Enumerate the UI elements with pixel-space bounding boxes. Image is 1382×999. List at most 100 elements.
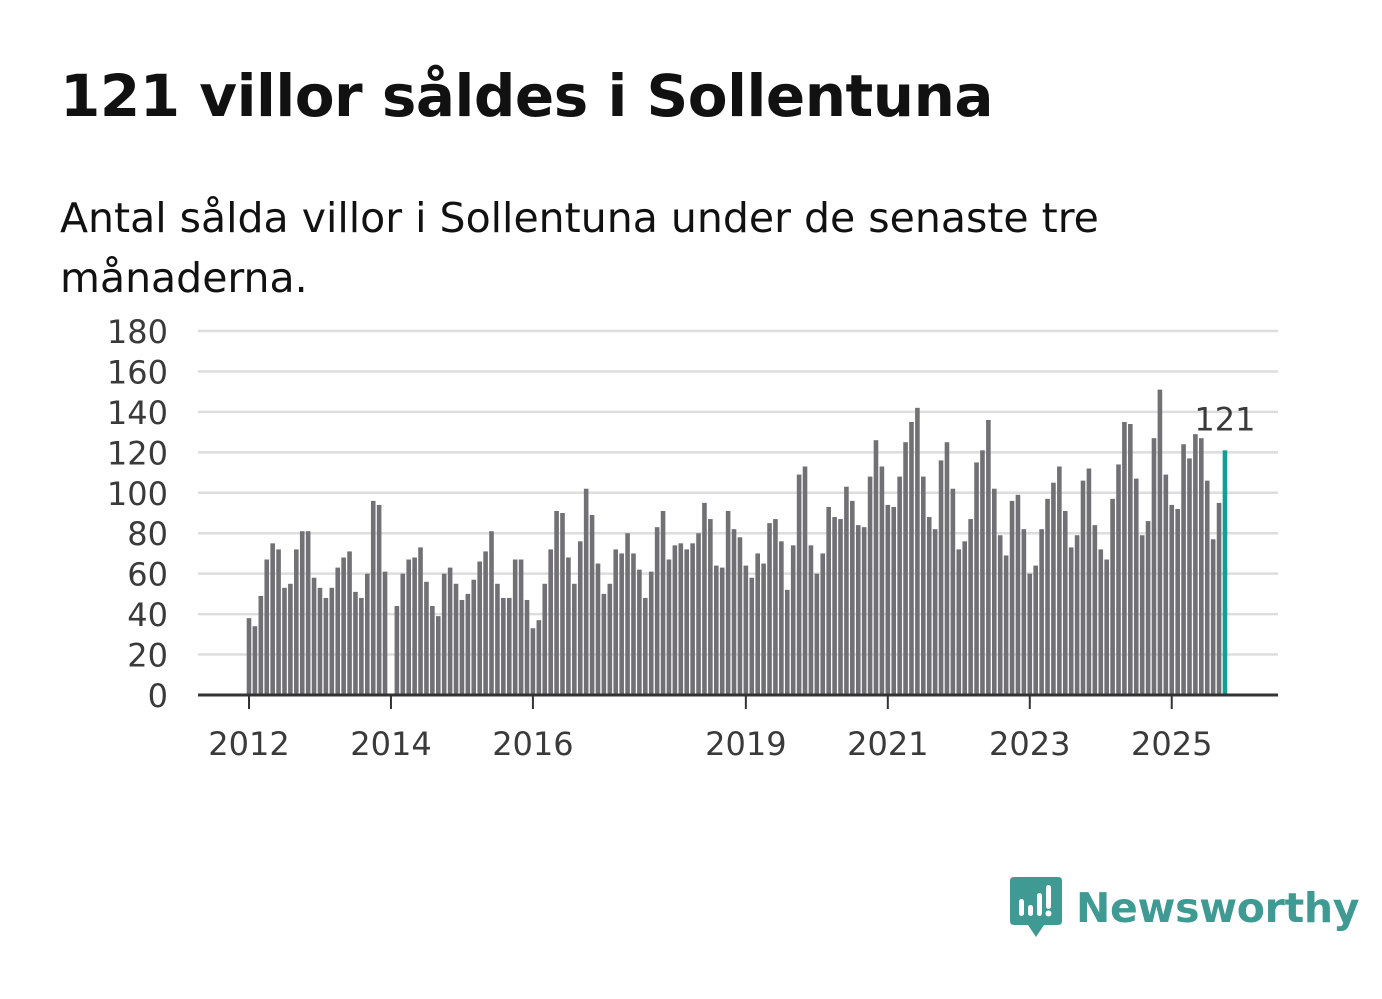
bar xyxy=(572,583,577,695)
bar xyxy=(477,561,482,695)
bar xyxy=(418,547,423,695)
bar xyxy=(696,533,701,695)
bar xyxy=(891,506,897,695)
bar xyxy=(950,488,956,695)
bar xyxy=(1086,468,1092,695)
bar xyxy=(790,545,796,695)
bar xyxy=(264,559,270,695)
bar xyxy=(743,565,749,695)
bar xyxy=(761,563,766,695)
bar xyxy=(1057,466,1062,695)
y-tick-label: 40 xyxy=(127,596,168,634)
bar xyxy=(873,440,879,695)
bar xyxy=(459,599,465,695)
bar xyxy=(838,519,843,695)
newsworthy-logo-icon xyxy=(1010,877,1062,937)
bar xyxy=(524,599,530,695)
bar xyxy=(483,551,488,695)
bar xyxy=(619,553,624,695)
bar xyxy=(305,531,311,695)
x-tick-label: 2014 xyxy=(350,725,431,763)
bar xyxy=(956,549,962,695)
brand-logo: Newsworthy xyxy=(1010,877,1359,939)
bar xyxy=(796,474,802,695)
x-tick-label: 2025 xyxy=(1131,725,1212,763)
bar xyxy=(554,510,559,695)
x-axis-ticks: 2012 2014 2016 2019 2021 2023 2025 xyxy=(208,695,1212,763)
bar xyxy=(530,628,536,695)
y-tick-label: 100 xyxy=(107,475,168,513)
brand-name: Newsworthy xyxy=(1076,884,1360,932)
bar xyxy=(921,476,926,695)
bar xyxy=(926,517,932,695)
bar xyxy=(713,565,719,695)
bar xyxy=(412,557,417,695)
bar xyxy=(1092,525,1098,695)
bar xyxy=(643,597,648,695)
bar xyxy=(968,519,973,695)
bar xyxy=(690,543,695,695)
bar xyxy=(1110,498,1115,695)
bar xyxy=(447,567,453,695)
bar xyxy=(1039,529,1044,695)
bar xyxy=(1098,549,1104,695)
bar xyxy=(1181,444,1186,695)
bar xyxy=(879,466,885,695)
bar xyxy=(1062,510,1068,695)
bar xyxy=(938,460,944,695)
bar xyxy=(731,529,737,695)
bar xyxy=(1074,535,1080,695)
bar xyxy=(1015,494,1021,695)
bar xyxy=(1116,464,1121,695)
bar xyxy=(560,513,565,695)
bar xyxy=(826,506,831,695)
bar xyxy=(1216,502,1222,695)
bar xyxy=(654,527,660,695)
bar xyxy=(294,549,299,695)
latest-value-label: 121 xyxy=(1194,400,1255,438)
bar xyxy=(252,626,258,695)
bar xyxy=(773,519,778,695)
bar xyxy=(601,593,607,695)
bar xyxy=(589,515,595,695)
bar xyxy=(897,476,902,695)
bar xyxy=(542,583,548,695)
y-tick-label: 0 xyxy=(148,677,168,715)
bar xyxy=(347,551,352,695)
bar xyxy=(625,533,630,695)
bar xyxy=(962,541,968,695)
bar xyxy=(909,422,914,695)
bar xyxy=(737,537,743,695)
bar xyxy=(365,573,370,695)
y-tick-label: 20 xyxy=(127,637,168,675)
bar xyxy=(1199,438,1204,695)
bar xyxy=(631,553,636,695)
bar xyxy=(406,559,412,695)
bar xyxy=(1009,500,1015,695)
bar xyxy=(246,618,252,695)
bar xyxy=(1204,480,1210,695)
bar xyxy=(465,593,471,695)
bar xyxy=(323,597,329,695)
y-tick-label: 80 xyxy=(127,515,168,553)
bar xyxy=(382,571,388,695)
bar xyxy=(441,573,447,695)
bar xyxy=(536,620,542,695)
bar xyxy=(359,597,364,695)
bar xyxy=(1187,458,1192,695)
bar xyxy=(1003,555,1009,695)
bar xyxy=(980,450,985,695)
bar xyxy=(767,523,772,695)
bar xyxy=(1133,478,1139,695)
bar xyxy=(258,595,264,695)
bar xyxy=(288,583,293,695)
bar xyxy=(1145,521,1151,695)
bar xyxy=(1068,547,1074,695)
bar xyxy=(986,419,991,695)
bar xyxy=(991,488,997,695)
bar xyxy=(832,517,837,695)
bar xyxy=(335,567,341,695)
bar xyxy=(637,569,642,695)
